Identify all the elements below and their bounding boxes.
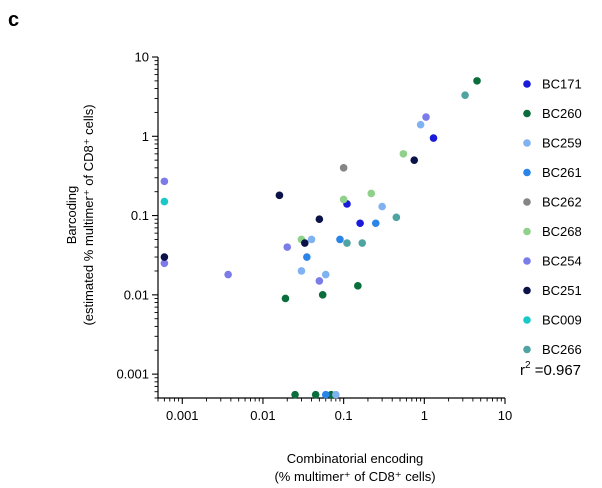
data-point-bc260: [318, 291, 327, 299]
data-point-bc266: [343, 239, 351, 247]
data-point-bc261: [336, 235, 344, 244]
x-tick-label: 10: [498, 408, 512, 423]
data-point-bc268: [367, 189, 376, 198]
legend-marker-bc259: [523, 139, 531, 147]
legend-marker-bc254: [523, 257, 531, 265]
data-point-bc260: [354, 282, 362, 290]
x-tick-label: 1: [421, 408, 428, 423]
r-squared-prefix: r: [520, 362, 525, 379]
y-tick-label: 0.001: [116, 367, 149, 382]
legend-label-bc251: BC251: [542, 283, 582, 298]
legend-marker-bc266: [523, 345, 531, 354]
legend: BC171 BC260 BC259 BC261 BC262 BC268 BC254 BC251…: [523, 77, 582, 357]
y-tick-label: 0.01: [124, 287, 149, 302]
legend-marker-bc171: [523, 80, 531, 88]
y-tick-label: 1: [142, 129, 149, 144]
legend-label-bc171: BC171: [542, 77, 582, 92]
data-point-bc251: [160, 253, 169, 261]
y-axis-title-line2: (estimated % multimer⁺ of CD8⁺ cells): [81, 104, 96, 325]
r-squared-superscript: 2: [525, 360, 531, 371]
legend-marker-bc262: [523, 198, 531, 206]
x-tick-label: 0.1: [335, 408, 353, 423]
data-point-bc171: [356, 219, 364, 228]
data-point-bc171: [429, 134, 438, 142]
y-tick-label: 10: [135, 50, 149, 65]
data-point-bc268: [339, 195, 348, 204]
data-point-bc009: [160, 197, 169, 206]
panel-label: c: [8, 9, 19, 31]
plot-axes: 0.001 0.01 0.1 1 10 0.001 0.01 0.1 1 10: [116, 50, 512, 424]
legend-marker-bc261: [523, 168, 531, 177]
data-point-bc259: [332, 390, 340, 399]
data-point-bc261: [303, 253, 311, 261]
data-point-bc261: [371, 219, 380, 228]
r-squared-value: =0.967: [531, 362, 581, 379]
data-point-bc259: [321, 270, 330, 279]
legend-label-bc268: BC268: [542, 224, 582, 239]
legend-label-bc009: BC009: [542, 313, 582, 328]
data-point-bc259: [297, 267, 306, 275]
data-point-bc259: [416, 120, 425, 129]
data-point-bc251: [315, 215, 324, 223]
x-tick-label: 0.001: [166, 408, 199, 423]
data-point-bc254: [283, 243, 292, 251]
data-point-bc261: [321, 390, 330, 399]
r-squared-annotation: r2 =0.967: [520, 360, 581, 379]
data-point-bc266: [392, 213, 401, 222]
data-point-bc260: [311, 390, 320, 399]
data-point-bc254: [315, 277, 324, 285]
y-axis-title-line1: Barcoding: [64, 186, 79, 245]
legend-marker-bc260: [523, 109, 531, 118]
data-point-bc262: [339, 164, 348, 172]
x-tick-label: 0.01: [250, 408, 275, 423]
legend-marker-bc268: [523, 227, 531, 236]
y-axis-title: Barcoding (estimated % multimer⁺ of CD8⁺…: [64, 104, 96, 325]
data-point-bc260: [281, 294, 290, 303]
legend-marker-bc009: [523, 316, 531, 324]
data-point-bc259: [307, 235, 316, 244]
legend-label-bc266: BC266: [542, 342, 582, 357]
data-point-bc251: [410, 156, 419, 164]
legend-marker-bc251: [523, 286, 531, 295]
data-point-bc260: [473, 77, 481, 85]
x-axis-title-line2: (% multimer⁺ of CD8⁺ cells): [274, 469, 435, 484]
legend-label-bc254: BC254: [542, 254, 582, 269]
legend-label-bc262: BC262: [542, 195, 582, 210]
x-axis-title-line1: Combinatorial encoding: [287, 451, 424, 466]
y-axis-ticks: 0.001 0.01 0.1 1 10: [116, 50, 158, 399]
data-point-bc251: [275, 191, 284, 200]
data-point-bc251: [300, 239, 309, 247]
data-point-bc254: [160, 177, 169, 186]
data-point-bc254: [422, 113, 430, 121]
data-point-bc268: [399, 150, 408, 158]
data-point-bc266: [358, 239, 367, 247]
x-axis-ticks: 0.001 0.01 0.1 1 10: [157, 398, 512, 423]
data-point-bc266: [461, 91, 469, 99]
data-point-bc254: [160, 259, 169, 268]
data-point-bc259: [378, 202, 386, 211]
legend-label-bc260: BC260: [542, 106, 582, 121]
legend-label-bc259: BC259: [542, 136, 582, 151]
data-point-bc254: [224, 270, 232, 279]
y-tick-label: 0.1: [131, 208, 149, 223]
data-points: [160, 77, 481, 399]
legend-label-bc261: BC261: [542, 165, 582, 180]
data-point-bc260: [291, 390, 299, 399]
